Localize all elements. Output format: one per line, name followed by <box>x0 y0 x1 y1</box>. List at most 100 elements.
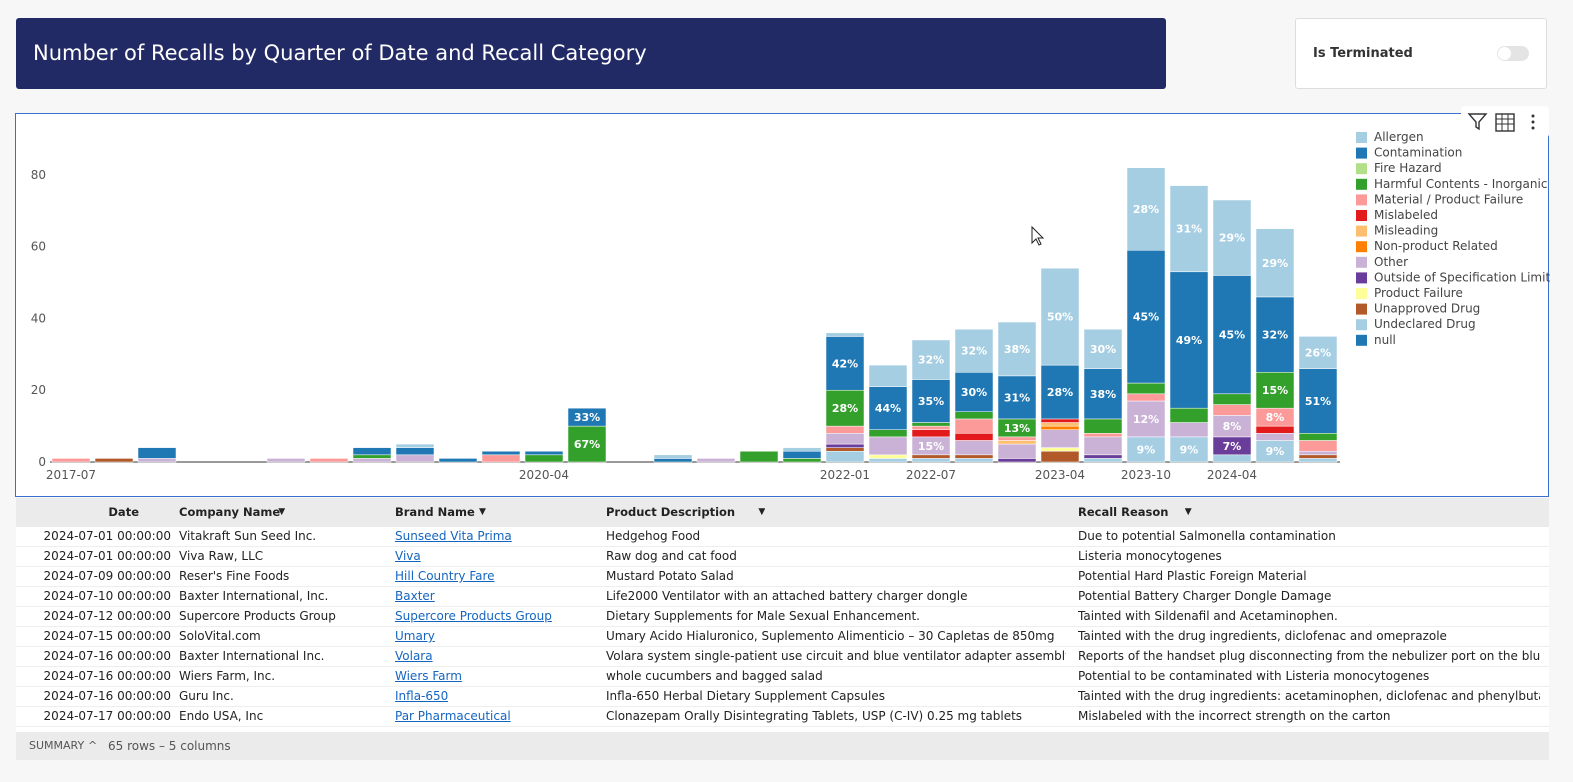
bar-segment <box>868 436 908 456</box>
data-label: 7% <box>1223 440 1242 453</box>
x-tick-label: 2020-04 <box>519 468 569 482</box>
sort-arrow[interactable]: ▼ <box>1184 507 1192 517</box>
y-tick-label: 80 <box>31 168 46 182</box>
table-row: 2024-07-01 00:00:00 Vitakraft Sun Seed In… <box>16 527 1549 547</box>
bar-segment <box>309 458 349 463</box>
bar-segment <box>1298 368 1338 434</box>
bar-segment <box>825 389 865 427</box>
bar-segment <box>1040 364 1080 420</box>
brand-link[interactable]: Hill Country Fare <box>395 569 495 583</box>
bar-segment <box>1040 422 1080 427</box>
sort-arrow[interactable]: ▼ <box>278 507 286 517</box>
bar-segment <box>1126 436 1166 463</box>
column-header[interactable]: Product Description <box>606 505 736 519</box>
bar-segment <box>1212 393 1252 405</box>
bar-segment <box>1255 372 1295 409</box>
bar-segment <box>1255 296 1295 373</box>
brand-link[interactable]: Volara <box>395 649 433 663</box>
bar-segment <box>911 429 951 438</box>
bar-segment <box>911 339 951 380</box>
data-label: 32% <box>1262 329 1288 342</box>
brand-link[interactable]: Baxter <box>395 589 435 603</box>
brand-link[interactable]: Umary <box>395 629 435 643</box>
filter-control[interactable]: Is Terminated <box>1295 18 1547 89</box>
table-cell: 2024-07-12 00:00:00 <box>43 609 171 623</box>
bar-segment <box>782 458 822 463</box>
table-cell: 2024-07-16 00:00:00 <box>43 669 171 683</box>
bar-segment <box>1040 429 1080 448</box>
brand-link[interactable]: Infla-650 <box>395 689 449 703</box>
bar-segment <box>481 454 521 463</box>
data-label: 29% <box>1219 232 1245 245</box>
table-icon[interactable] <box>1495 113 1515 132</box>
data-label: 26% <box>1305 347 1331 360</box>
bar-segment <box>1083 458 1123 463</box>
bar-segment <box>266 458 306 463</box>
y-tick-label: 20 <box>31 383 46 397</box>
data-label: 28% <box>1047 386 1073 399</box>
bar-segment <box>1040 450 1080 463</box>
row-count: 65 rows – 5 columns <box>108 739 231 753</box>
column-header[interactable]: Company Name <box>179 505 281 519</box>
data-label: 9% <box>1266 445 1285 458</box>
bar-segment <box>1083 433 1123 438</box>
bar-segment <box>1298 336 1338 369</box>
column-header[interactable]: Recall Reason <box>1078 505 1169 519</box>
legend-label: Undeclared Drug <box>1374 317 1476 331</box>
filter-icon[interactable] <box>1467 113 1488 131</box>
table-cell: Raw dog and cat food <box>606 549 737 563</box>
chevron[interactable]: ^ <box>88 739 98 752</box>
toggle[interactable] <box>1497 46 1529 61</box>
table-cell: Infla-650 Herbal Dietary Supplement Caps… <box>606 689 885 703</box>
bar-segment <box>997 436 1037 441</box>
table-cell: Reser's Fine Foods <box>179 569 290 583</box>
more-icon[interactable] <box>1531 114 1535 130</box>
bar-segment <box>997 440 1037 445</box>
table-cell: 2024-07-09 00:00:00 <box>43 569 171 583</box>
brand-link[interactable]: Par Pharmaceutical <box>395 709 511 723</box>
bar-segment <box>1255 425 1295 434</box>
data-label: 44% <box>875 402 901 415</box>
table-row: 2024-07-16 00:00:00 Wiers Farm, Inc. Wiers… <box>16 667 1549 687</box>
bar-segment <box>395 443 435 448</box>
data-label: 45% <box>1133 311 1159 324</box>
sort-arrow[interactable]: ▼ <box>758 507 766 517</box>
brand-link[interactable]: Viva <box>395 549 421 563</box>
bar-segment <box>696 458 736 463</box>
legend-label: Outside of Specification Limit <box>1374 270 1550 284</box>
x-tick-label: 2023-10 <box>1121 468 1171 482</box>
legend-swatch <box>1356 241 1367 253</box>
table-cell: 2024-07-10 00:00:00 <box>43 589 171 603</box>
bar-segment <box>1083 368 1123 420</box>
column-header[interactable]: Date <box>108 505 139 519</box>
brand-link[interactable]: Wiers Farm <box>395 669 462 683</box>
bar-segment <box>1169 185 1209 273</box>
table-cell: Due to potential Salmonella contaminatio… <box>1078 529 1336 543</box>
brand-link[interactable]: Sunseed Vita Prima <box>395 529 512 543</box>
legend-swatch <box>1356 163 1367 175</box>
table-cell: 2024-07-16 00:00:00 <box>43 689 171 703</box>
bar-segment <box>911 379 951 423</box>
brand-link[interactable]: Supercore Products Group <box>395 609 552 623</box>
table-cell: Tainted with the drug ingredients: aceta… <box>1078 689 1540 703</box>
bar-segment <box>825 447 865 452</box>
data-label: 28% <box>1133 203 1159 216</box>
sort-arrow[interactable]: ▼ <box>479 507 486 517</box>
data-label: 42% <box>832 357 858 370</box>
data-label: 33% <box>574 411 600 424</box>
table-cell: Baxter International Inc. <box>179 649 325 663</box>
bar-segment <box>825 332 865 337</box>
column-header[interactable]: Brand Name <box>395 505 475 519</box>
bar-segment <box>1212 199 1252 276</box>
table-cell: 2024-07-16 00:00:00 <box>43 649 171 663</box>
bar-segment <box>1083 454 1123 459</box>
bar-segment <box>352 458 392 463</box>
bar-segment <box>1298 450 1338 456</box>
bar-segment <box>997 375 1037 420</box>
bar-segment <box>954 328 994 373</box>
summary-label[interactable]: SUMMARY <box>29 739 85 752</box>
data-label: 35% <box>918 395 944 408</box>
bar-segment <box>954 433 994 441</box>
table-icon-grid <box>1496 114 1514 131</box>
bar-segment <box>1298 454 1338 459</box>
